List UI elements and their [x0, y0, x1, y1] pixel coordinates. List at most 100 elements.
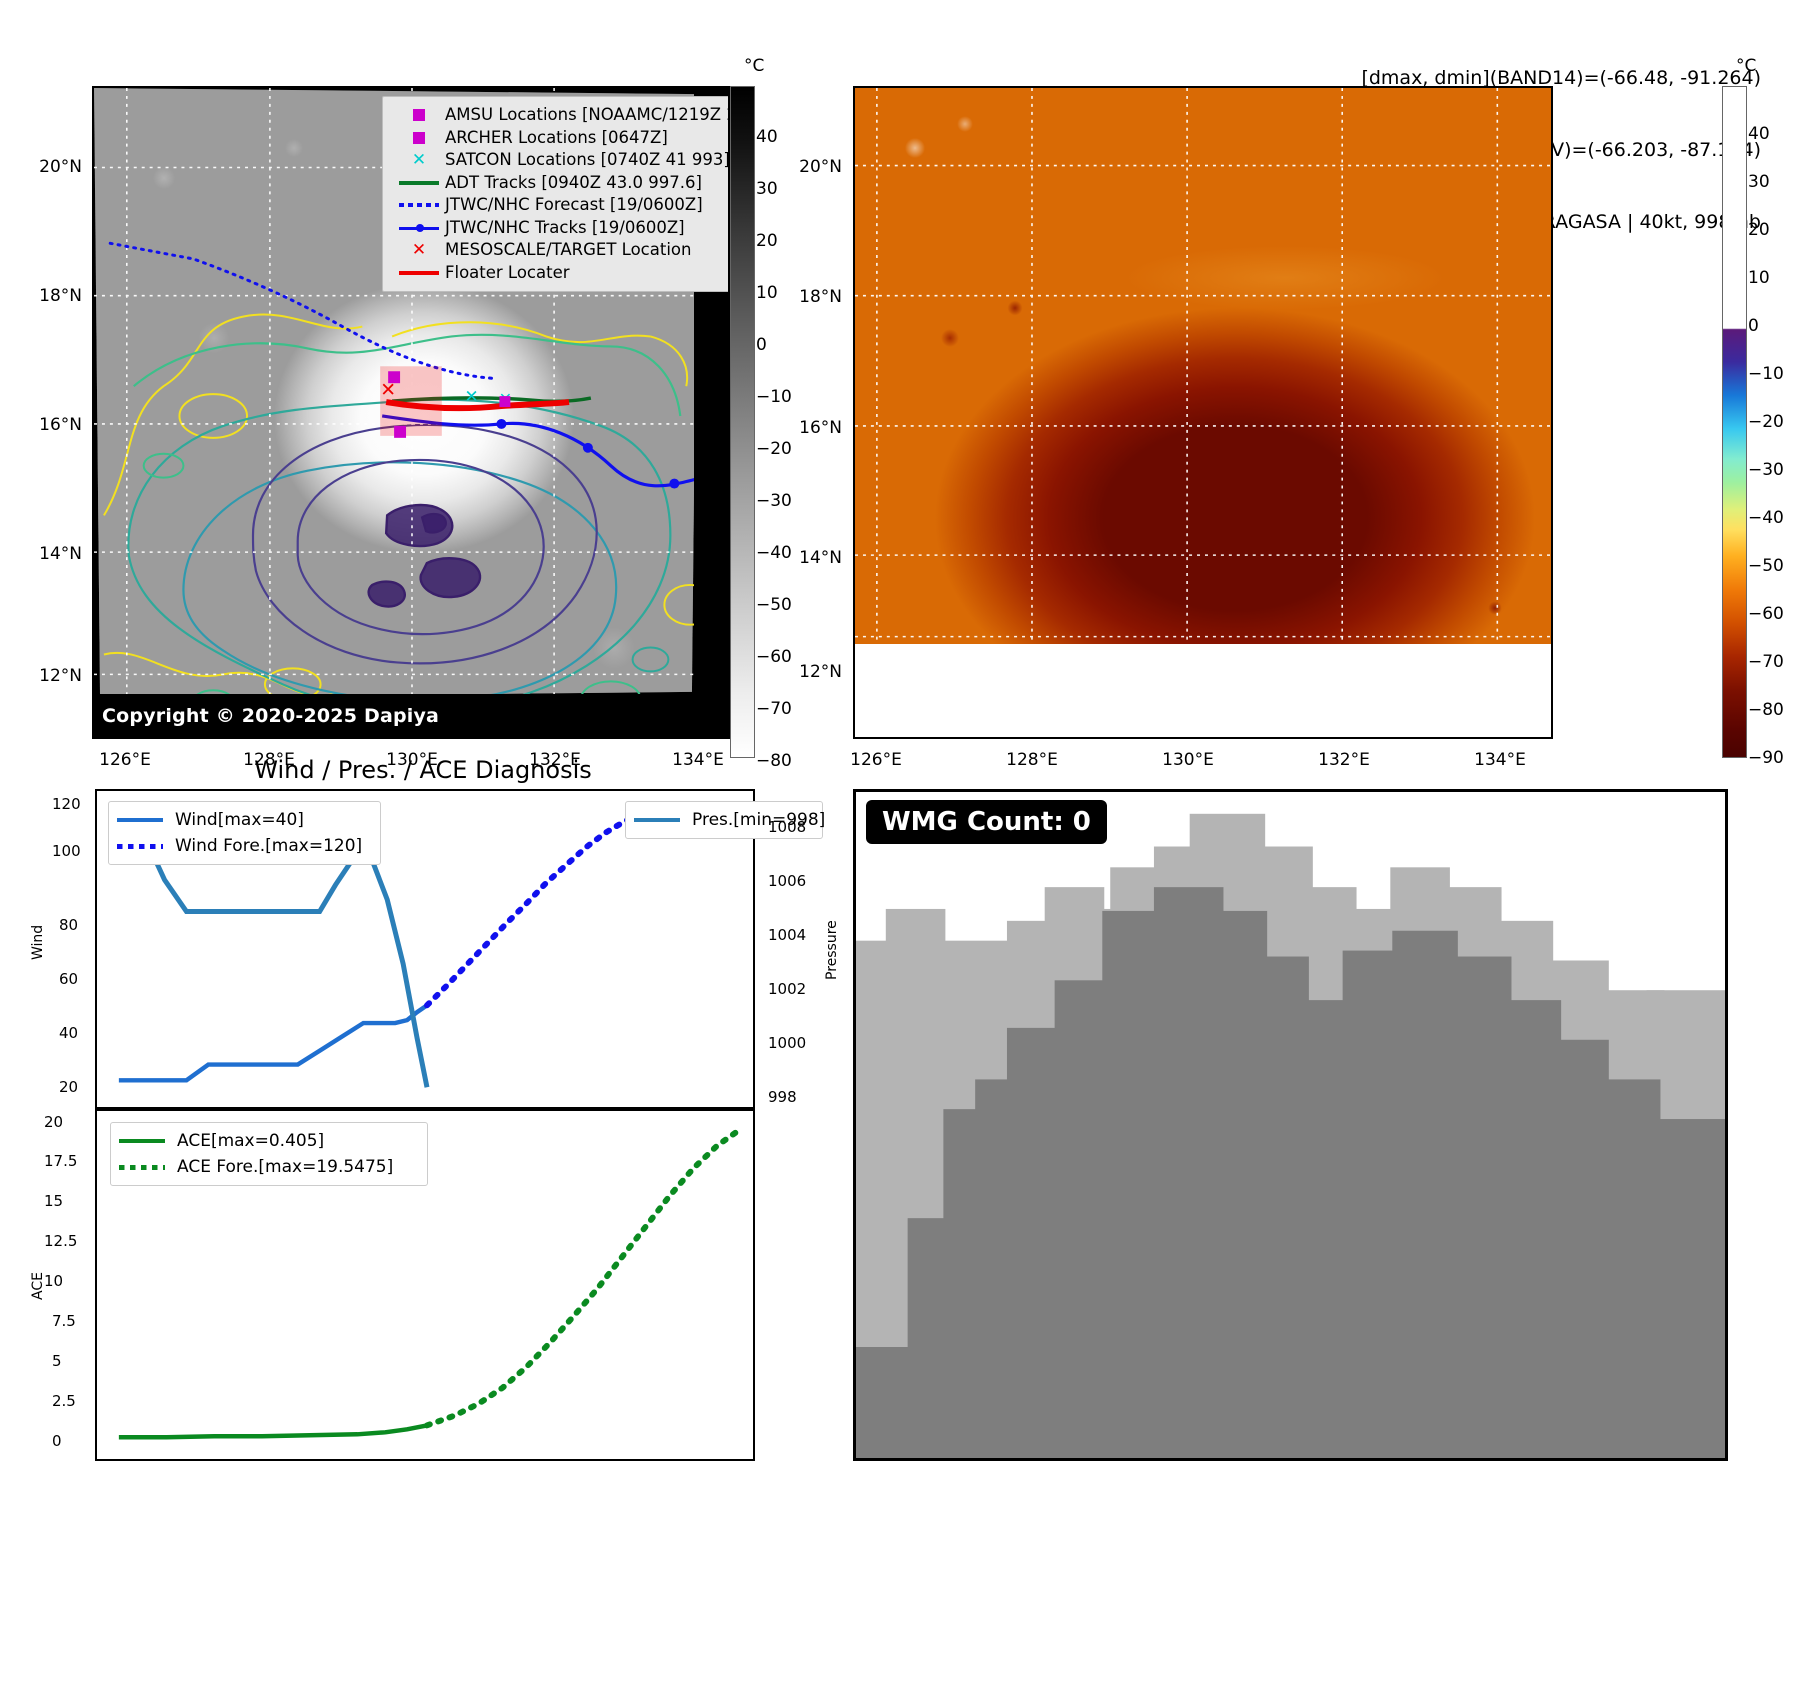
ir-ytick: 18°N: [39, 286, 82, 306]
awv-colorbar-gradient: [1722, 86, 1747, 758]
awv-satellite-panel: [853, 86, 1553, 739]
ir-colorbar-tick: 40: [756, 127, 778, 147]
awv-water-vapour-field: [855, 88, 1551, 648]
legend-label: Pres.[min=998]: [692, 810, 826, 830]
awv-colorbar-tick: 0: [1748, 316, 1759, 336]
awv-ytick: 12°N: [799, 662, 842, 682]
wmg-count-badge: WMG Count: 0: [866, 800, 1107, 844]
ir-colorbar-tick: −30: [756, 491, 792, 511]
wmg-raster: [856, 792, 1725, 1458]
legend-label: SATCON Locations [0740Z 41 993]: [445, 150, 730, 169]
awv-colorbar-tick: −30: [1748, 460, 1784, 480]
ir-ytick: 12°N: [39, 666, 82, 686]
awv-colorbar-tick: −60: [1748, 604, 1784, 624]
legend-item: JTWC/NHC Tracks [19/0600Z]: [393, 217, 728, 240]
awv-colorbar-tick: 30: [1748, 172, 1770, 192]
awv-colorbar-tick: −80: [1748, 700, 1784, 720]
ir-colorbar-gradient: [730, 86, 755, 758]
ace-legend: ACE[max=0.405] ACE Fore.[max=19.5475]: [110, 1122, 428, 1186]
awv-colorbar-tick: −40: [1748, 508, 1784, 528]
legend-label: ACE Fore.[max=19.5475]: [177, 1157, 394, 1177]
ir-colorbar-tick: −50: [756, 595, 792, 615]
pressure-ytick: 998: [768, 1088, 797, 1106]
awv-xtick: 126°E: [850, 750, 902, 770]
wind-ytick: 20: [59, 1078, 79, 1096]
wind-ytick: 80: [59, 916, 79, 934]
pressure-axis-label: Pressure: [824, 920, 840, 980]
pressure-line: [118, 826, 430, 1088]
ir-bottom-margin: [94, 694, 728, 737]
legend-item: ADT Tracks [0940Z 43.0 997.6]: [393, 172, 728, 195]
legend-item: JTWC/NHC Forecast [19/0600Z]: [393, 194, 728, 217]
awv-colorbar-tick: 10: [1748, 268, 1770, 288]
ir-colorbar-tick: −40: [756, 543, 792, 563]
dmax-dmin-band14: [dmax, dmin](BAND14)=(-66.48, -91.264): [1361, 67, 1761, 89]
ace-ytick: 5: [52, 1352, 62, 1370]
wind-ytick: 40: [59, 1024, 79, 1042]
amsu-location-marker: [388, 371, 401, 384]
ir-xtick: 130°E: [386, 750, 438, 770]
pressure-legend: Pres.[min=998]: [625, 801, 826, 839]
awv-ytick: 20°N: [799, 157, 842, 177]
awv-ytick: 14°N: [799, 548, 842, 568]
line-segment-icon: [119, 1139, 177, 1143]
ir-colorbar-tick: 20: [756, 231, 778, 251]
ir-xtick: 134°E: [672, 750, 724, 770]
ir-colorbar-tick: 10: [756, 283, 778, 303]
legend-item: ACE[max=0.405]: [119, 1128, 419, 1154]
ir-colorbar-title: °C: [744, 56, 765, 76]
wind-ytick: 60: [59, 970, 79, 988]
legend-item: Wind Fore.[max=120]: [117, 833, 372, 859]
line-segment-icon: [393, 181, 445, 185]
ace-forecast-line: [424, 1125, 745, 1429]
pressure-ytick: 1000: [768, 1034, 807, 1052]
wind-axis-label: Wind: [30, 924, 46, 960]
legend-label: Wind[max=40]: [175, 810, 304, 830]
wind-pressure-plot-area: [118, 803, 747, 1088]
legend-label: ARCHER Locations [0647Z]: [445, 127, 668, 147]
awv-colorbar-tick: −90: [1748, 748, 1784, 768]
satcon-location-marker: ✕: [465, 386, 479, 406]
copyright-label: Copyright © 2020-2025 Dapiya: [102, 705, 440, 727]
legend-item: ARCHER Locations [0647Z]: [393, 127, 728, 150]
adt-track: [391, 396, 592, 404]
legend-item: ACE Fore.[max=19.5475]: [119, 1154, 419, 1180]
ir-colorbar-tick: −10: [756, 387, 792, 407]
wmg-panel: WMG Count: 0: [853, 789, 1728, 1461]
ir-legend: AMSU Locations [NOAAMC/1219Z 26 1008] AR…: [382, 96, 730, 292]
ace-ytick: 15: [44, 1192, 64, 1210]
awv-colorbar-tick: −70: [1748, 652, 1784, 672]
legend-label: ADT Tracks [0940Z 43.0 997.6]: [445, 172, 702, 192]
ir-ytick: 16°N: [39, 415, 82, 435]
awv-ytick: 16°N: [799, 418, 842, 438]
ir-colorbar-tick: −60: [756, 647, 792, 667]
legend-label: JTWC/NHC Tracks [19/0600Z]: [445, 217, 685, 237]
awv-colorbar-tick: 40: [1748, 124, 1770, 144]
awv-ytick: 18°N: [799, 287, 842, 307]
ace-observed-line: [118, 1423, 428, 1440]
ir-xtick: 126°E: [99, 750, 151, 770]
ir-colorbar-tick: −20: [756, 439, 792, 459]
ace-ytick: 7.5: [52, 1312, 76, 1330]
pressure-ytick: 1004: [768, 926, 807, 944]
ace-axis-label: ACE: [30, 1272, 46, 1300]
pressure-ytick: 1008: [768, 818, 807, 836]
awv-colorbar-tick: −20: [1748, 412, 1784, 432]
ace-plot-area: [118, 1125, 745, 1440]
x-marker-icon: ✕: [411, 240, 427, 261]
legend-item: Floater Locater: [393, 262, 728, 285]
ir-colorbar-tick: −70: [756, 699, 792, 719]
awv-xtick: 128°E: [1006, 750, 1058, 770]
awv-bottom-margin: [855, 644, 1551, 737]
ir-colorbar-tick: −80: [756, 751, 792, 771]
ace-ytick: 2.5: [52, 1392, 76, 1410]
x-marker-icon: ✕: [411, 150, 427, 171]
legend-label: JTWC/NHC Forecast [19/0600Z]: [445, 195, 703, 214]
awv-graticule-overlay: [855, 88, 1551, 640]
archer-location-marker: [394, 425, 407, 438]
legend-item: AMSU Locations [NOAAMC/1219Z 26 1008]: [393, 104, 728, 127]
legend-label: Wind Fore.[max=120]: [175, 836, 363, 856]
archer-location-marker: [499, 396, 511, 408]
ir-colorbar-tick: 0: [756, 335, 767, 355]
ace-ytick: 17.5: [44, 1152, 78, 1170]
